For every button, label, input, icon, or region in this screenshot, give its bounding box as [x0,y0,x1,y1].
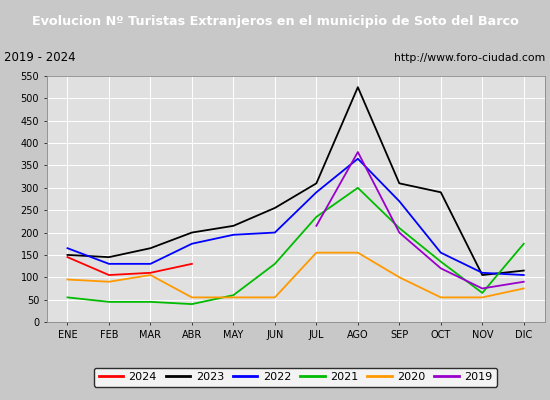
Text: 2019 - 2024: 2019 - 2024 [4,51,76,64]
Legend: 2024, 2023, 2022, 2021, 2020, 2019: 2024, 2023, 2022, 2021, 2020, 2019 [94,368,497,386]
Text: http://www.foro-ciudad.com: http://www.foro-ciudad.com [394,53,546,63]
Text: Evolucion Nº Turistas Extranjeros en el municipio de Soto del Barco: Evolucion Nº Turistas Extranjeros en el … [31,14,519,28]
